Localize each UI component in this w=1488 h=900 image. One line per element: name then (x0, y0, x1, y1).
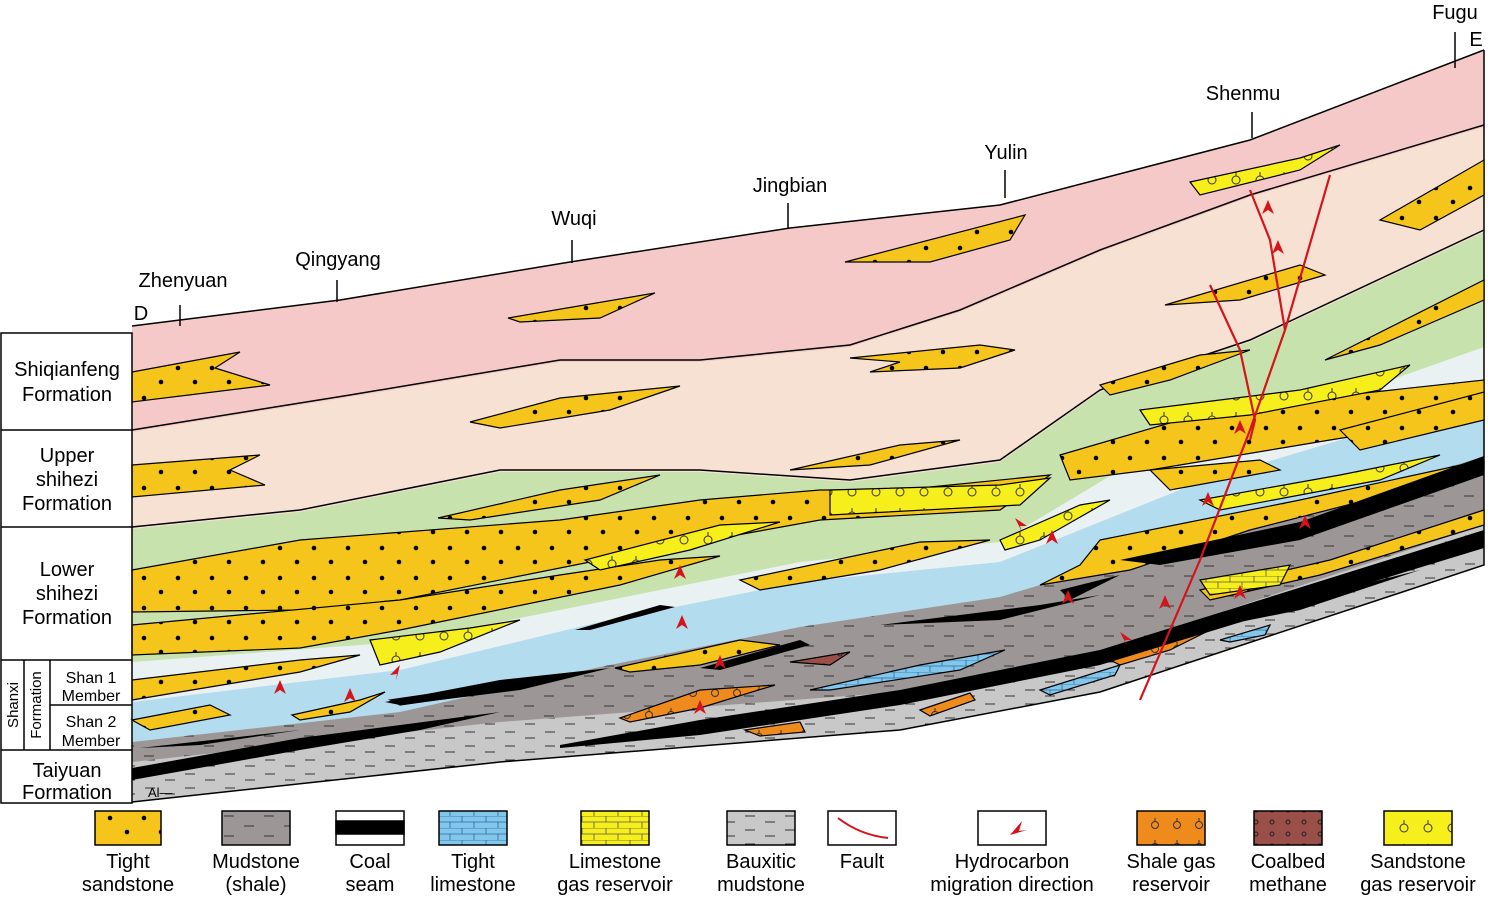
formation-label: Shiqianfeng (14, 359, 120, 381)
legend-label: Tight (451, 851, 495, 873)
location-ticks (179, 32, 1456, 326)
legend-label: Limestone (569, 851, 661, 873)
legend-label: Tight (106, 851, 150, 873)
fault (1138, 174, 1332, 701)
member-label: Shan 2 (66, 714, 117, 731)
tight-sandstone (130, 158, 1485, 731)
member-label: Member (62, 688, 121, 705)
legend-label: gas reservoir (1360, 874, 1476, 896)
legend-label: (shale) (225, 874, 286, 896)
formation-label: Formation (22, 384, 112, 406)
formation-column (0, 332, 133, 804)
formation-label: Formation (22, 782, 112, 804)
location-label: Jingbian (753, 175, 828, 197)
legend-label: Fault (840, 851, 885, 873)
taiyuan-layer (132, 520, 1484, 802)
legend-fault (837, 817, 889, 839)
formation-label: Taiyuan (33, 760, 102, 782)
legend-label: Coal (349, 851, 390, 873)
legend-label: reservoir (1132, 874, 1210, 896)
legend-arrow (1010, 821, 1027, 835)
formation-label: shihezi (36, 583, 98, 605)
formation-label: Formation (28, 671, 45, 739)
legend-swatches (94, 810, 1453, 846)
formation-label: Formation (22, 607, 112, 629)
legend-label: methane (1249, 874, 1327, 896)
formation-label: Upper (40, 445, 95, 467)
legend-label: Bauxitic (726, 851, 796, 873)
legend-label: sandstone (82, 874, 174, 896)
formation-label: Lower (40, 559, 95, 581)
formation-label: Formation (22, 493, 112, 515)
member-label: Member (62, 733, 121, 750)
legend-label: Coalbed (1251, 851, 1326, 873)
legend-labels: TightsandstoneMudstone(shale)CoalseamTig… (82, 851, 1476, 896)
legend-label: Sandstone (1370, 851, 1466, 873)
legend-label: gas reservoir (557, 874, 673, 896)
shiqianfeng-layer (132, 50, 1484, 432)
formation-label: Shanxi (5, 682, 22, 728)
legend-label: mudstone (717, 874, 805, 896)
coal-seam (132, 456, 1484, 780)
location-label: Zhenyuan (139, 270, 228, 292)
member-label: Shan 1 (66, 670, 117, 687)
legend-label: limestone (430, 874, 516, 896)
location-label: Yulin (984, 142, 1027, 164)
legend-label: seam (346, 874, 395, 896)
location-label: Qingyang (295, 249, 381, 271)
legend-label: Shale gas (1127, 851, 1216, 873)
sandstone-gas-reservoir (369, 144, 1441, 737)
bauxite-symbol: Al— (148, 785, 173, 800)
location-label: E (1469, 29, 1482, 51)
shanxi-layer (132, 395, 1484, 742)
formation-label: shihezi (36, 469, 98, 491)
legend-label: Mudstone (212, 851, 300, 873)
upper-shihezi-layer (132, 125, 1484, 529)
mudstone-layer (132, 455, 1484, 762)
legend-label: Hydrocarbon (955, 851, 1070, 873)
location-label: Wuqi (551, 208, 596, 230)
migration-arrow (274, 200, 1311, 714)
legend-label: migration direction (930, 874, 1093, 896)
location-label: D (134, 303, 148, 325)
location-label: Shenmu (1206, 83, 1281, 105)
location-label: Fugu (1432, 2, 1478, 24)
